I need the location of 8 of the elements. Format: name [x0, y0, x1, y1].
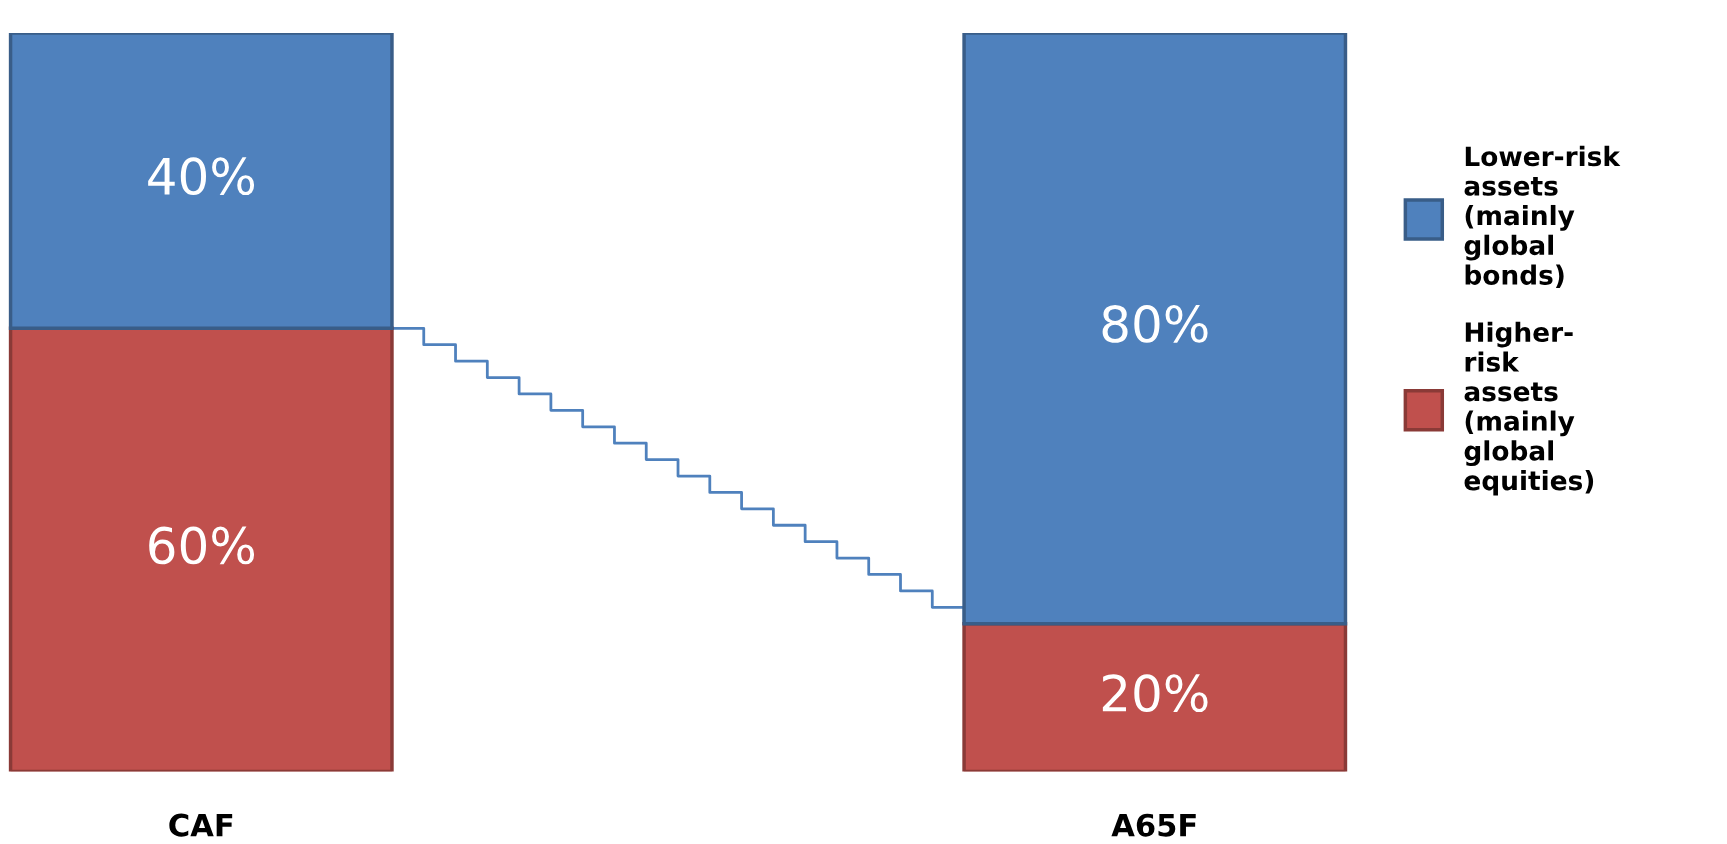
- data-label: 40%: [148, 157, 255, 196]
- data-label: 60%: [149, 526, 255, 565]
- legend-label: Higher-risk assets (mainly global equities): [1464, 321, 1594, 496]
- x-tick-label: CAF: [169, 813, 233, 837]
- legend-label: Lower-risk assets (mainly global bonds): [1464, 145, 1621, 288]
- x-tick-label: A65F: [1111, 813, 1196, 837]
- data-label: 80%: [1102, 305, 1208, 343]
- data-label: 20%: [1102, 674, 1208, 713]
